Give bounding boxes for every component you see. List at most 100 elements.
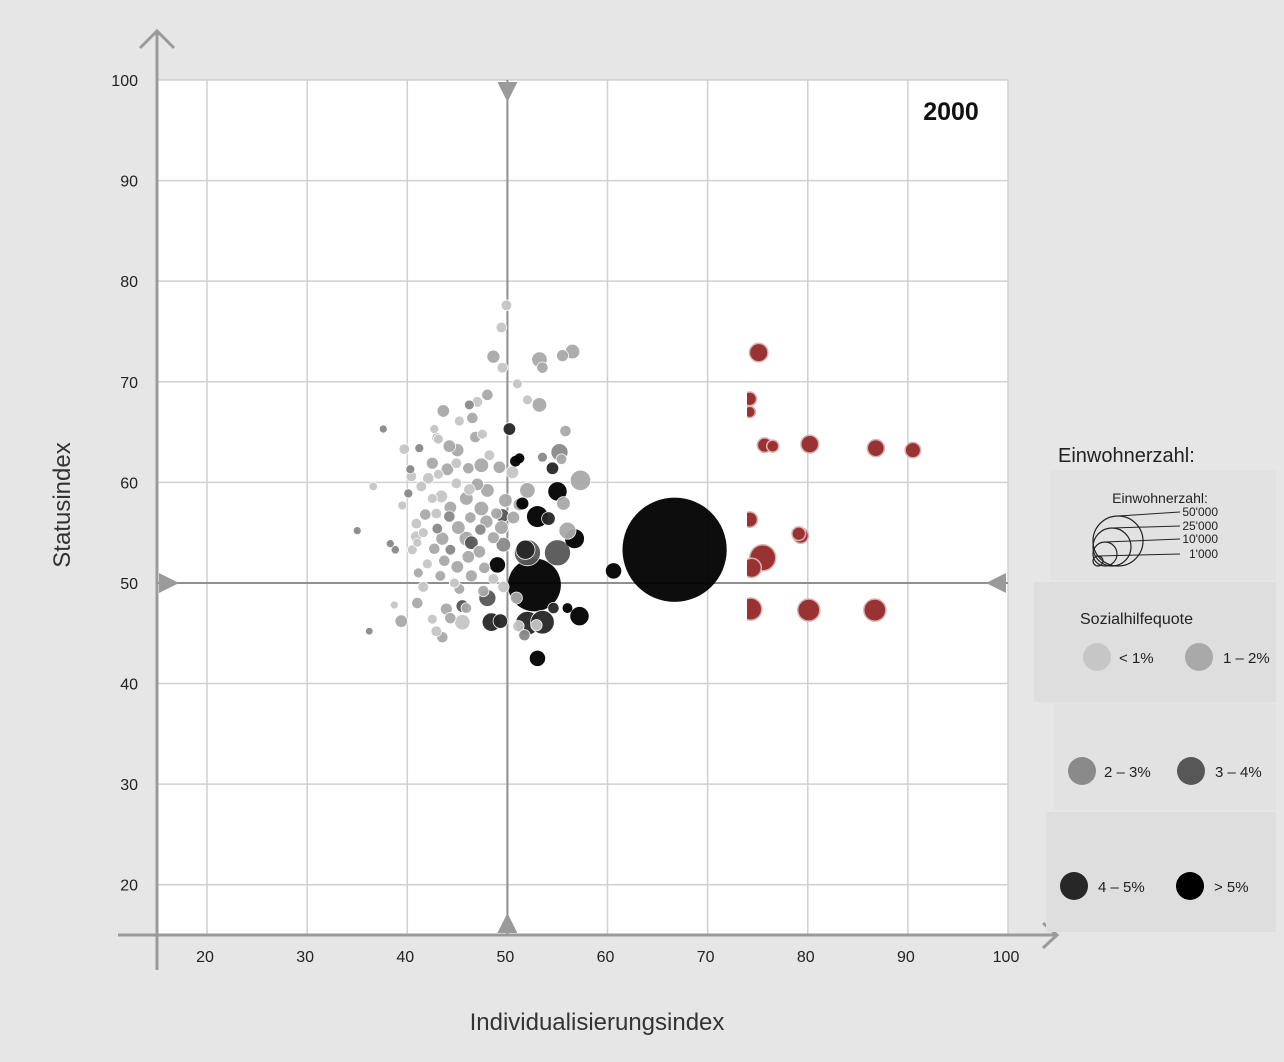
size-legend-leader [1097, 553, 1181, 557]
bubble [464, 569, 478, 583]
color-legend-swatch [1083, 643, 1111, 671]
legend-color-panel-2 [1054, 704, 1276, 810]
bubble [492, 613, 509, 629]
bubble [450, 560, 465, 574]
x-tick-label: 100 [993, 949, 1020, 966]
bubble [417, 527, 429, 539]
bubble [448, 577, 460, 589]
bubble [522, 394, 533, 406]
bubble [417, 581, 430, 593]
y-axis-arrow-icon [138, 28, 176, 50]
reference-markers [159, 82, 1006, 933]
color-legend-swatch [1068, 757, 1096, 785]
bubble [464, 535, 479, 550]
y-tick-label: 90 [120, 174, 138, 191]
bubble-layer [352, 299, 727, 667]
bubble [537, 451, 548, 463]
bubble [405, 464, 416, 475]
size-legend-leader [1104, 538, 1181, 543]
size-legend-leader [1111, 525, 1181, 529]
bubble [556, 349, 569, 363]
legend-outer-title: Einwohnerzahl: [1058, 445, 1195, 467]
bubble [368, 481, 378, 492]
marker-right-icon [986, 572, 1006, 593]
legend-size-panel [1050, 470, 1276, 580]
bubble [463, 399, 475, 411]
bubble [544, 539, 571, 567]
x-tick-label: 70 [697, 949, 715, 966]
bubble [450, 477, 463, 490]
red-bubble-layer [747, 342, 922, 622]
bubble [512, 378, 523, 390]
bubble [480, 483, 495, 498]
bubble [562, 603, 573, 614]
bubble [494, 520, 509, 535]
bubble [425, 456, 439, 470]
y-tick-label: 40 [120, 677, 138, 694]
bubble [570, 606, 589, 626]
bubble [454, 614, 471, 631]
legend: Einwohnerzahl: Einwohnerzahl: 50'00025'0… [1034, 445, 1276, 932]
bubble [435, 531, 450, 546]
bubble [406, 544, 418, 556]
bubble [477, 584, 490, 598]
bubble [558, 521, 577, 540]
color-legend-swatch [1176, 872, 1204, 900]
red-bubble [791, 526, 807, 542]
bubble [506, 510, 521, 525]
bubble [464, 511, 477, 524]
bubble [397, 500, 408, 511]
bubble [432, 433, 444, 445]
bubble [529, 650, 546, 667]
bubble [429, 424, 440, 434]
bubble [430, 507, 443, 520]
bubble [490, 507, 503, 520]
bubble [492, 460, 507, 474]
bubble [403, 488, 414, 499]
bubble [556, 496, 571, 511]
color-legend-swatch [1185, 643, 1213, 671]
bubble [514, 453, 525, 464]
size-legend-label: 50'000 [1182, 505, 1218, 519]
bubble [442, 439, 457, 453]
bubble [497, 580, 510, 594]
legend-color-panel-3 [1046, 812, 1276, 932]
bubble [394, 614, 408, 628]
bubble [483, 449, 496, 461]
bubble [531, 397, 548, 413]
size-legend-leader [1117, 511, 1181, 517]
red-bubble [747, 597, 763, 621]
color-legend-label: 4 – 5% [1098, 879, 1145, 896]
bubble [496, 361, 509, 374]
bubble [489, 557, 506, 573]
bubble [444, 543, 457, 556]
plot-area [157, 80, 1008, 935]
bubble [378, 424, 388, 434]
bubble [438, 554, 451, 567]
bubble [530, 619, 543, 632]
y-tick-label: 20 [120, 878, 138, 895]
bubble [426, 613, 438, 625]
bubble [478, 561, 491, 574]
bubble [473, 500, 490, 517]
bubble [605, 563, 622, 579]
bubble [487, 573, 500, 585]
red-bubble [747, 405, 757, 419]
marker-bottom-icon [497, 913, 518, 933]
bubble [352, 526, 362, 536]
bubble [500, 299, 513, 312]
color-legend-label: 2 – 3% [1104, 764, 1151, 781]
bubble [498, 493, 513, 508]
color-legend-swatch [1060, 872, 1088, 900]
bubble [365, 627, 374, 636]
bubble [515, 539, 536, 560]
bubble [495, 537, 512, 553]
color-legend-label: > 5% [1214, 879, 1249, 896]
bubble [519, 482, 536, 499]
bubble [431, 522, 444, 535]
color-legend-label: < 1% [1119, 650, 1154, 667]
bubble [422, 472, 435, 485]
bubble [510, 591, 523, 605]
